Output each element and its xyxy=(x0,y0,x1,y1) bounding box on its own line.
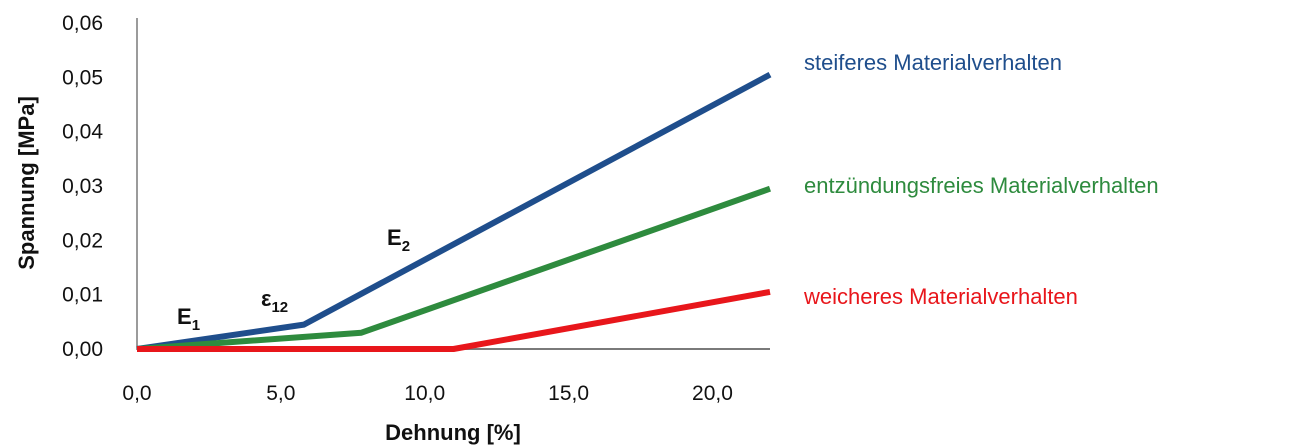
y-tick-label: 0,02 xyxy=(62,229,103,252)
x-tick-label: 15,0 xyxy=(548,382,589,405)
annotation-e2-main: E xyxy=(387,225,402,250)
y-tick-labels: 0,00 0,01 0,02 0,03 0,04 0,05 0,06 xyxy=(62,12,103,361)
annotation-e2-sub: 2 xyxy=(402,238,410,255)
x-tick-labels: 0,0 5,0 10,0 15,0 20,0 xyxy=(122,382,732,405)
series-line-2 xyxy=(136,185,771,352)
series-line-1 xyxy=(136,71,772,352)
y-tick-label: 0,04 xyxy=(62,121,103,144)
x-tick-label: 10,0 xyxy=(404,382,445,405)
y-tick-label: 0,01 xyxy=(62,284,103,307)
y-tick-label: 0,06 xyxy=(62,12,103,35)
y-tick-label: 0,05 xyxy=(62,66,103,89)
series-line-3 xyxy=(137,288,771,352)
annotation-e1: E1 xyxy=(177,304,200,334)
series-lines xyxy=(136,71,772,352)
x-axis-title: Dehnung [%] xyxy=(385,420,521,445)
annotation-e1-sub: 1 xyxy=(192,317,200,334)
annotation-e2: E2 xyxy=(387,225,410,255)
annotation-e1-main: E xyxy=(177,304,192,329)
x-tick-label: 5,0 xyxy=(266,382,295,405)
x-tick-label: 0,0 xyxy=(122,382,151,405)
legend-entzuendungsfreies: entzündungsfreies Materialverhalten xyxy=(804,173,1159,198)
legend-steiferes: steiferes Materialverhalten xyxy=(804,50,1062,75)
y-tick-label: 0,03 xyxy=(62,175,103,198)
y-axis-title: Spannung [MPa] xyxy=(14,96,39,270)
y-tick-label: 0,00 xyxy=(62,338,103,361)
annotation-eps12: ε12 xyxy=(261,286,288,316)
x-tick-label: 20,0 xyxy=(692,382,733,405)
legend-weicheres: weicheres Materialverhalten xyxy=(803,284,1078,309)
annotation-eps12-sub: 12 xyxy=(271,299,288,316)
annotation-eps12-main: ε xyxy=(261,286,272,311)
